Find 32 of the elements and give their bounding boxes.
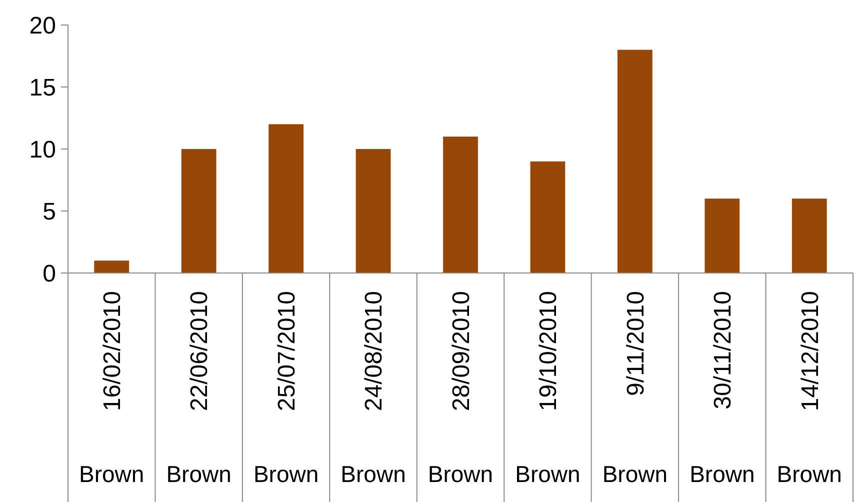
y-tick-label: 20 — [29, 12, 56, 40]
text: Brown — [253, 461, 319, 487]
x-tick-label: 16/02/2010 — [99, 291, 126, 412]
bar — [356, 149, 391, 273]
x-tick-label: 22/06/2010 — [186, 291, 214, 412]
x-tick-label: 25/07/2010 — [273, 291, 300, 412]
text: Brown — [602, 461, 668, 487]
y-tick-label: 15 — [29, 74, 56, 102]
x-tick-label: 30/11/2010 — [710, 291, 737, 410]
bar — [181, 149, 216, 273]
x-tick-label: 14/12/2010 — [796, 291, 824, 412]
bar — [268, 124, 304, 273]
y-tick-label: 0 — [42, 260, 56, 288]
x-tick-label: 19/10/2010 — [535, 291, 562, 412]
text: Brown — [79, 461, 144, 487]
x-tick-label: 9/11/2010 — [622, 291, 650, 396]
bar — [530, 161, 566, 273]
bar — [443, 136, 478, 273]
y-tick-label: 10 — [29, 136, 56, 164]
bar — [704, 198, 740, 273]
text: Brown — [776, 461, 842, 487]
text: Brown — [428, 461, 494, 487]
text: Brown — [340, 461, 406, 487]
text: Brown — [515, 461, 580, 487]
bar — [618, 50, 652, 273]
y-tick-label: 5 — [42, 198, 56, 226]
bar — [94, 260, 130, 273]
x-tick-label: 24/08/2010 — [360, 291, 388, 412]
bar — [792, 198, 827, 273]
text: Brown — [166, 461, 232, 487]
text: Brown — [690, 461, 755, 487]
x-tick-label: 28/09/2010 — [448, 291, 475, 412]
